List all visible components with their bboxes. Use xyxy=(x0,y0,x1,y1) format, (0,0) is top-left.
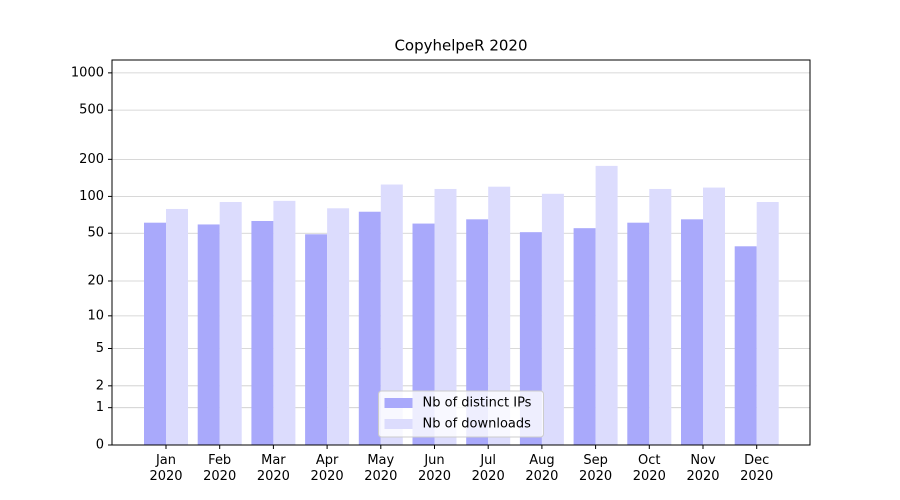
bar xyxy=(681,219,703,445)
plot-frame xyxy=(111,59,811,446)
bar xyxy=(756,202,779,445)
bar xyxy=(327,208,350,445)
bar xyxy=(573,228,596,445)
chart-title: CopyhelpeR 2020 xyxy=(394,37,527,55)
bar xyxy=(595,165,618,445)
x-tick-label: Jul 2020 xyxy=(471,453,505,484)
x-tick-label: Apr 2020 xyxy=(310,453,344,484)
bar xyxy=(219,202,242,445)
y-tick-label: 2 xyxy=(96,378,104,393)
y-tick-label: 500 xyxy=(79,103,104,118)
bar xyxy=(144,222,166,445)
bar xyxy=(251,220,274,445)
bar xyxy=(273,200,296,445)
bar xyxy=(466,219,489,445)
y-tick-label: 10 xyxy=(87,308,104,323)
x-tick-label: Feb 2020 xyxy=(203,453,237,484)
legend-label: Nb of downloads xyxy=(423,417,532,432)
legend: Nb of distinct IPs Nb of downloads xyxy=(378,390,544,438)
x-tick-label: May 2020 xyxy=(364,453,398,484)
bar xyxy=(703,187,725,445)
x-tick-label: Oct 2020 xyxy=(632,453,666,484)
bar xyxy=(649,188,672,445)
bar xyxy=(412,223,435,445)
bar xyxy=(197,224,220,445)
bar xyxy=(488,186,511,445)
bar xyxy=(541,193,564,445)
y-tick-label: 100 xyxy=(79,189,104,204)
bar xyxy=(380,184,403,445)
y-tick-label: 200 xyxy=(79,152,104,167)
legend-label: Nb of distinct IPs xyxy=(423,396,532,411)
x-tick-label: Jan 2020 xyxy=(149,453,183,484)
y-tick-label: 5 xyxy=(96,341,104,356)
y-tick-label: 0 xyxy=(96,438,104,453)
x-tick-label: Jun 2020 xyxy=(417,453,452,484)
bar xyxy=(358,211,381,445)
x-tick-label: Nov 2020 xyxy=(686,453,720,484)
bar xyxy=(305,234,328,445)
y-tick-label: 1 xyxy=(96,400,104,415)
bar xyxy=(627,222,650,445)
legend-swatch xyxy=(384,419,413,429)
x-tick-label: Sep 2020 xyxy=(579,453,613,484)
x-tick-label: Aug 2020 xyxy=(525,453,559,484)
legend-swatch xyxy=(384,398,413,408)
y-tick-label: 50 xyxy=(87,226,104,241)
bar xyxy=(734,246,757,445)
x-tick-label: Dec 2020 xyxy=(740,453,774,484)
bar xyxy=(166,208,188,445)
y-tick-label: 20 xyxy=(87,274,104,289)
x-tick-label: Mar 2020 xyxy=(256,453,290,484)
y-tick-label: 1000 xyxy=(71,65,104,80)
legend-box xyxy=(378,390,544,438)
bar xyxy=(434,188,457,445)
